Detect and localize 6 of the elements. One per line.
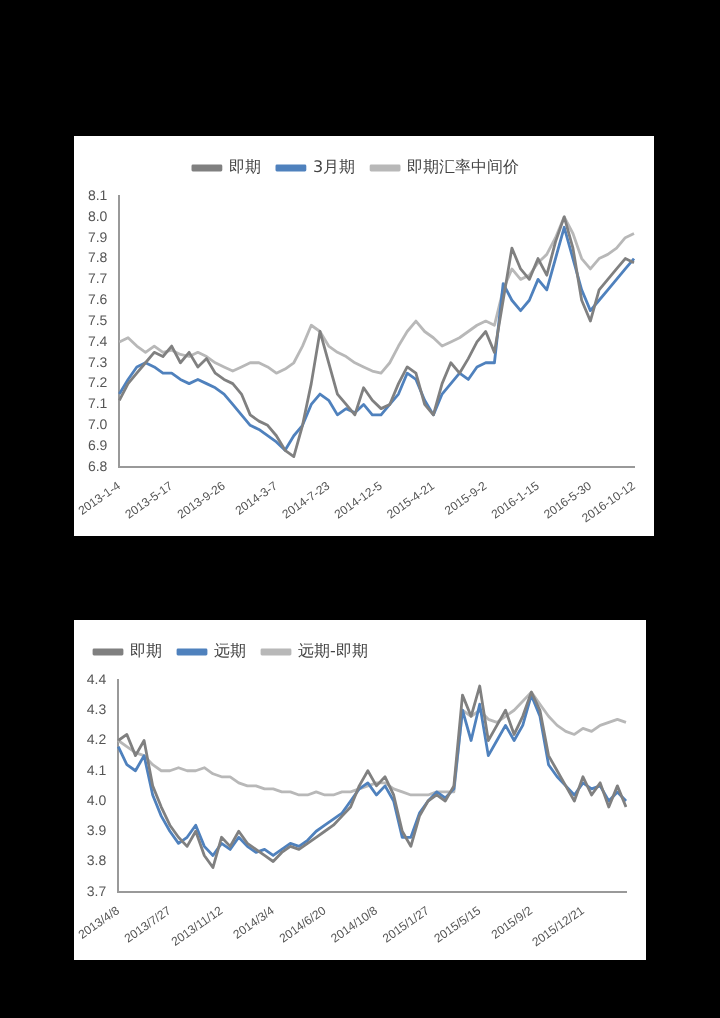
legend-label: 即期: [228, 158, 261, 177]
legend-label: 远期-即期: [298, 642, 368, 661]
legend-label: 3月期: [312, 158, 356, 177]
legend-label: 即期汇率中间价: [407, 158, 520, 177]
legend-label: 即期: [130, 642, 162, 661]
legend-label: 远期: [214, 642, 246, 661]
